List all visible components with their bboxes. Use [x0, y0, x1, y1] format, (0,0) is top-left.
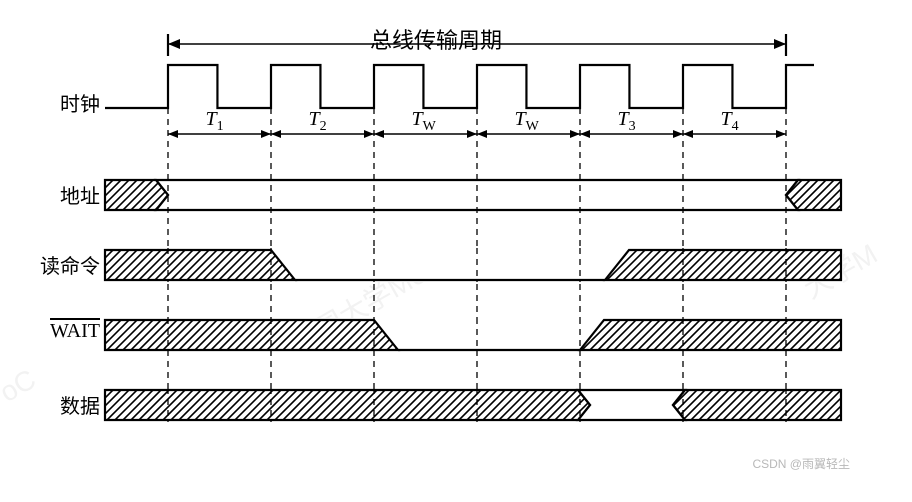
- phase-label: TW: [412, 108, 436, 135]
- phase-label: T3: [618, 108, 636, 135]
- wait-label: WAIT: [30, 320, 100, 343]
- clock-label: 时钟: [30, 88, 100, 117]
- address-label: 地址: [30, 180, 100, 209]
- phase-label: T2: [309, 108, 327, 135]
- timing-diagram: 中国大学Mooc 大学M oC 总线传输周期 时钟 地址 读命令 WAIT 数据…: [20, 20, 880, 480]
- svg-canvas: [20, 20, 880, 460]
- data-label: 数据: [30, 390, 100, 419]
- phase-label: T4: [721, 108, 739, 135]
- attribution: CSDN @雨翼轻尘: [752, 455, 850, 472]
- phase-label: T1: [206, 108, 224, 135]
- diagram-title: 总线传输周期: [370, 23, 502, 55]
- phase-label: TW: [515, 108, 539, 135]
- read-label: 读命令: [30, 250, 100, 279]
